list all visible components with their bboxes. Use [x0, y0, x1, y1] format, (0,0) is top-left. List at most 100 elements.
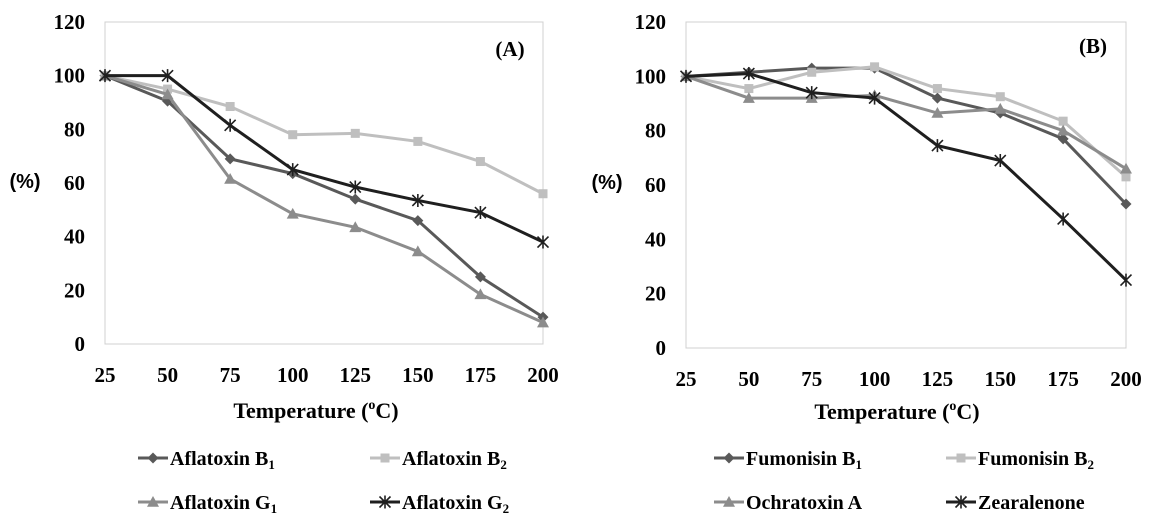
legend-label-subscript: 1	[855, 457, 862, 472]
series-line	[685, 66, 1128, 206]
y-tick-label: 20	[645, 282, 666, 306]
x-tick-label: 25	[676, 367, 697, 391]
y-tick-label: 40	[645, 227, 666, 251]
legend-label-name: Aflatoxin B	[402, 448, 500, 470]
legend-swatch-marker	[380, 453, 390, 463]
data-point	[474, 288, 487, 300]
legend-item: Fumonisin B2	[946, 448, 1094, 472]
chart-panel-1: 0 20 40 60 80 100 120 25 50 75 100 125 150 175 200 (%) T…	[9, 10, 558, 516]
data-point	[474, 206, 487, 220]
chart-panel-2: 0 20 40 60 80 100 120 25 50 75 100 125 150 175 200 (%) T…	[591, 10, 1141, 514]
data-point	[349, 221, 362, 233]
x-tick-label: 50	[157, 363, 178, 387]
y-tick-label: 0	[656, 336, 667, 360]
x-axis-title: Temperature (oC)	[814, 399, 979, 424]
data-point	[1119, 273, 1133, 287]
data-point	[161, 69, 174, 83]
data-point	[742, 92, 755, 103]
x-tick-label: 150	[402, 363, 434, 387]
y-tick-label: 0	[75, 332, 86, 356]
series-line	[104, 74, 544, 319]
series-3	[99, 69, 549, 328]
series-4	[98, 69, 550, 249]
x-tick-label: 50	[738, 367, 759, 391]
data-point	[679, 69, 693, 83]
data-point	[224, 172, 237, 184]
data-point	[286, 163, 299, 177]
data-point	[475, 157, 485, 167]
legend-item: Aflatoxin B1	[138, 448, 275, 472]
data-point	[1120, 198, 1132, 210]
data-point	[931, 107, 944, 118]
legend-label-subscript: 1	[268, 457, 275, 472]
plot-area-frame	[104, 21, 544, 345]
series-line	[685, 65, 1127, 178]
x-axis-title-unit: C)	[956, 399, 979, 424]
data-point	[161, 88, 174, 100]
data-point	[805, 86, 818, 100]
y-tick-label: 100	[635, 64, 667, 88]
x-tick-label: 75	[220, 363, 241, 387]
data-point	[350, 128, 360, 138]
data-point	[1121, 172, 1131, 182]
x-axis-title: Temperature (oC)	[233, 398, 398, 423]
series-4	[679, 67, 1133, 287]
data-point	[932, 84, 942, 94]
y-tick-label: 40	[64, 225, 85, 249]
data-point	[412, 215, 424, 227]
legend-label-subscript: 2	[500, 457, 507, 472]
legend-item: Aflatoxin G1	[138, 492, 277, 516]
series-1	[99, 70, 549, 323]
legend-label-name: Aflatoxin B	[170, 448, 268, 470]
x-tick-label: 75	[801, 367, 822, 391]
data-point	[413, 136, 423, 146]
series-line	[685, 74, 1127, 170]
legend-label-name: Zearalenone	[978, 492, 1085, 514]
legend-label-name: Aflatoxin G	[170, 492, 271, 514]
legend-label-name: Aflatoxin G	[402, 492, 503, 514]
y-tick-label: 60	[645, 173, 666, 197]
x-tick-label: 175	[1047, 367, 1079, 391]
legend-label: Zearalenone	[978, 492, 1085, 514]
data-point	[474, 271, 486, 283]
series-line	[104, 74, 544, 196]
data-point	[411, 245, 424, 257]
legend-swatch-marker	[378, 495, 392, 509]
legend-label-subscript: 2	[1087, 457, 1094, 472]
legend-item: Fumonisin B1	[714, 448, 862, 472]
data-point	[1057, 133, 1069, 145]
y-axis-label: (%)	[9, 171, 40, 193]
legend-item: Ochratoxin A	[714, 492, 863, 514]
data-point	[931, 92, 943, 104]
x-tick-label: 125	[922, 367, 954, 391]
x-tick-label: 100	[859, 367, 891, 391]
data-point	[742, 67, 755, 81]
legend-label: Aflatoxin B2	[402, 448, 507, 472]
data-point	[286, 207, 299, 219]
y-tick-label: 60	[64, 171, 85, 195]
x-tick-label: 200	[1110, 367, 1142, 391]
plot-area-frame	[685, 21, 1127, 349]
data-point	[411, 193, 424, 207]
y-axis-label: (%)	[591, 172, 622, 194]
data-point	[224, 153, 236, 165]
legend-label-name: Ochratoxin A	[746, 492, 863, 514]
legend-label: Fumonisin B2	[978, 448, 1094, 472]
data-point	[538, 189, 548, 199]
x-axis-title-degree: o	[368, 398, 375, 413]
x-axis-title-text: Temperature (	[814, 399, 949, 424]
legend-label: Aflatoxin G2	[402, 492, 509, 516]
x-tick-label: 100	[277, 363, 309, 387]
x-axis-title-degree: o	[949, 399, 956, 414]
series-line	[105, 74, 544, 244]
data-point	[1058, 116, 1068, 126]
data-point	[870, 62, 880, 72]
data-point	[537, 316, 549, 328]
legend-label: Aflatoxin G1	[170, 492, 277, 516]
data-point	[1057, 124, 1070, 136]
data-point	[1120, 162, 1132, 174]
y-tick-label: 80	[645, 119, 666, 143]
y-tick-label: 120	[635, 10, 667, 34]
data-point	[536, 235, 550, 249]
data-point	[349, 180, 362, 194]
